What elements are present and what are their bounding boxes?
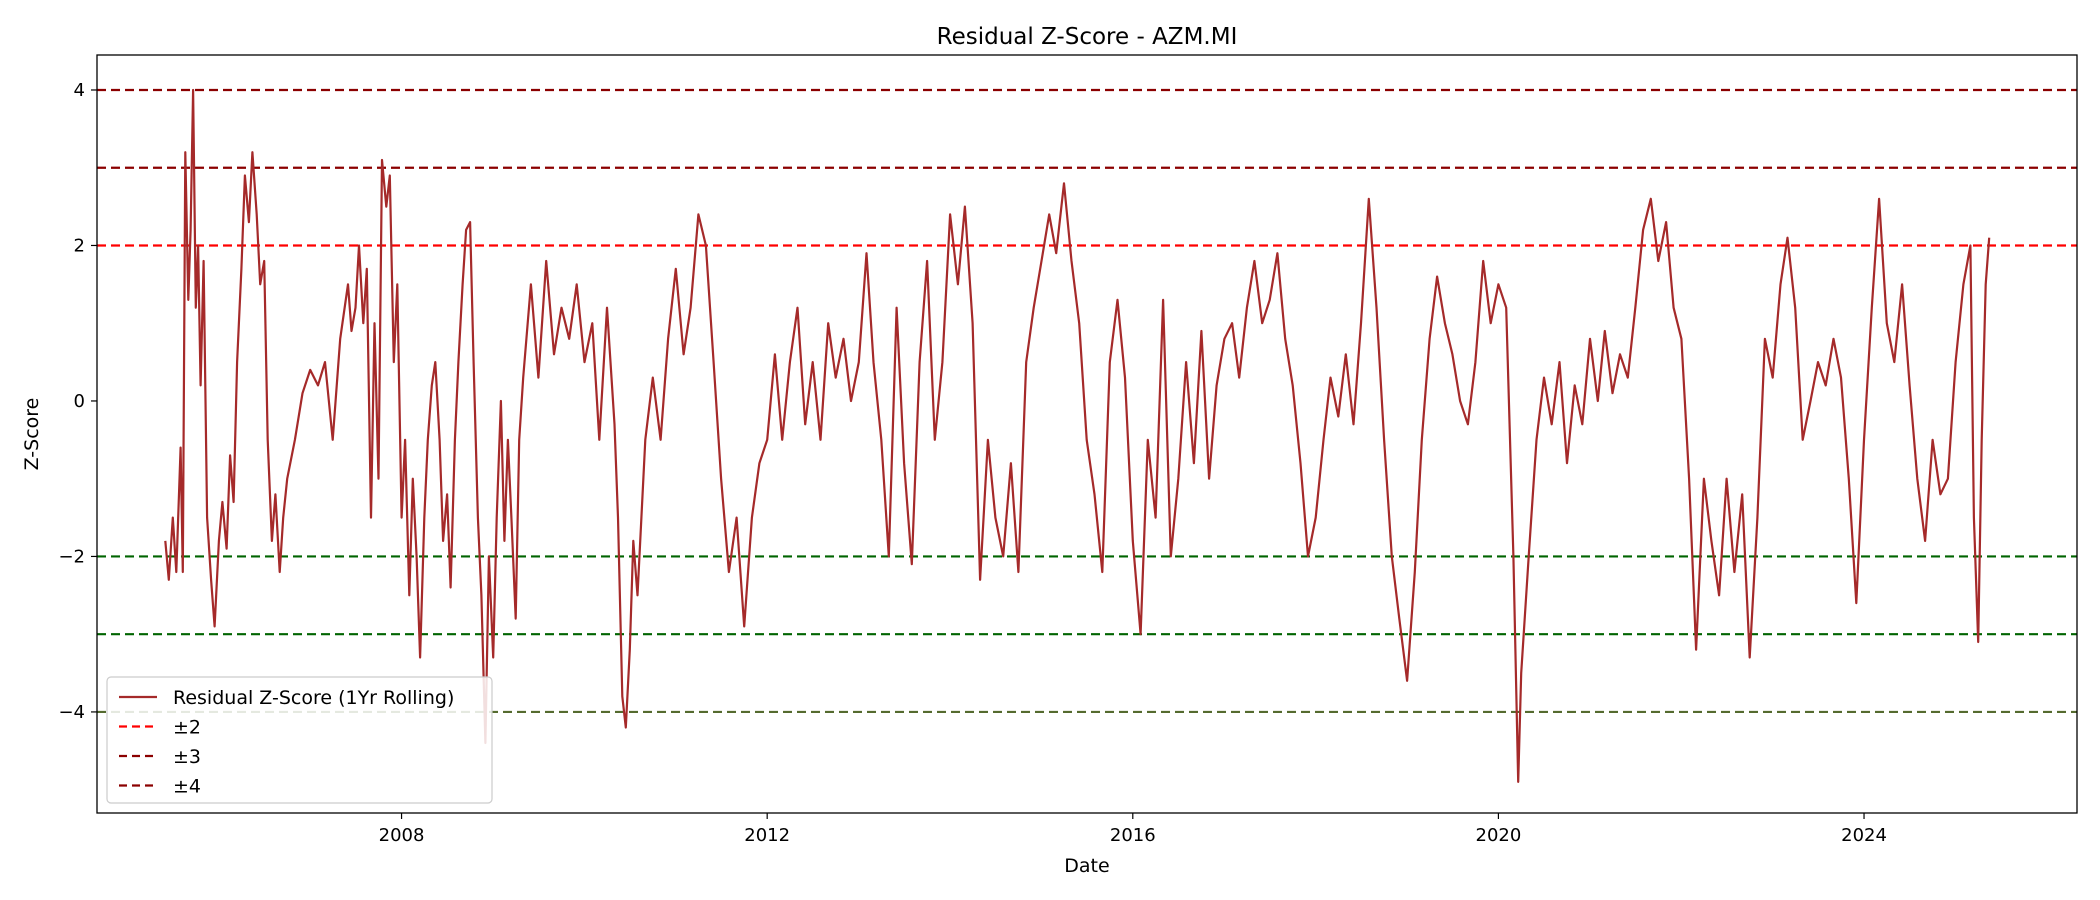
y-tick-label-0: 4 bbox=[74, 80, 85, 101]
y-tick-label-4: −4 bbox=[58, 702, 85, 723]
x-tick-label-1: 2012 bbox=[744, 825, 790, 846]
legend-label-0: Residual Z-Score (1Yr Rolling) bbox=[173, 687, 454, 709]
legend-label-3: ±4 bbox=[173, 776, 201, 798]
y-axis-label: Z-Score bbox=[21, 398, 43, 471]
chart-title: Residual Z-Score - AZM.MI bbox=[937, 24, 1238, 50]
y-tick-label-3: −2 bbox=[58, 546, 85, 567]
y-tick-label-2: 0 bbox=[74, 391, 85, 412]
x-tick-label-4: 2024 bbox=[1841, 825, 1887, 846]
legend-label-1: ±2 bbox=[173, 717, 201, 739]
x-tick-label-2: 2016 bbox=[1110, 825, 1156, 846]
x-tick-label-3: 2020 bbox=[1476, 825, 1522, 846]
legend: Residual Z-Score (1Yr Rolling) ±2 ±3 ±4 bbox=[107, 677, 492, 803]
legend-label-2: ±3 bbox=[173, 746, 201, 768]
y-tick-label-1: 2 bbox=[74, 235, 85, 256]
x-axis-label: Date bbox=[1064, 855, 1109, 877]
x-tick-label-0: 2008 bbox=[379, 825, 425, 846]
